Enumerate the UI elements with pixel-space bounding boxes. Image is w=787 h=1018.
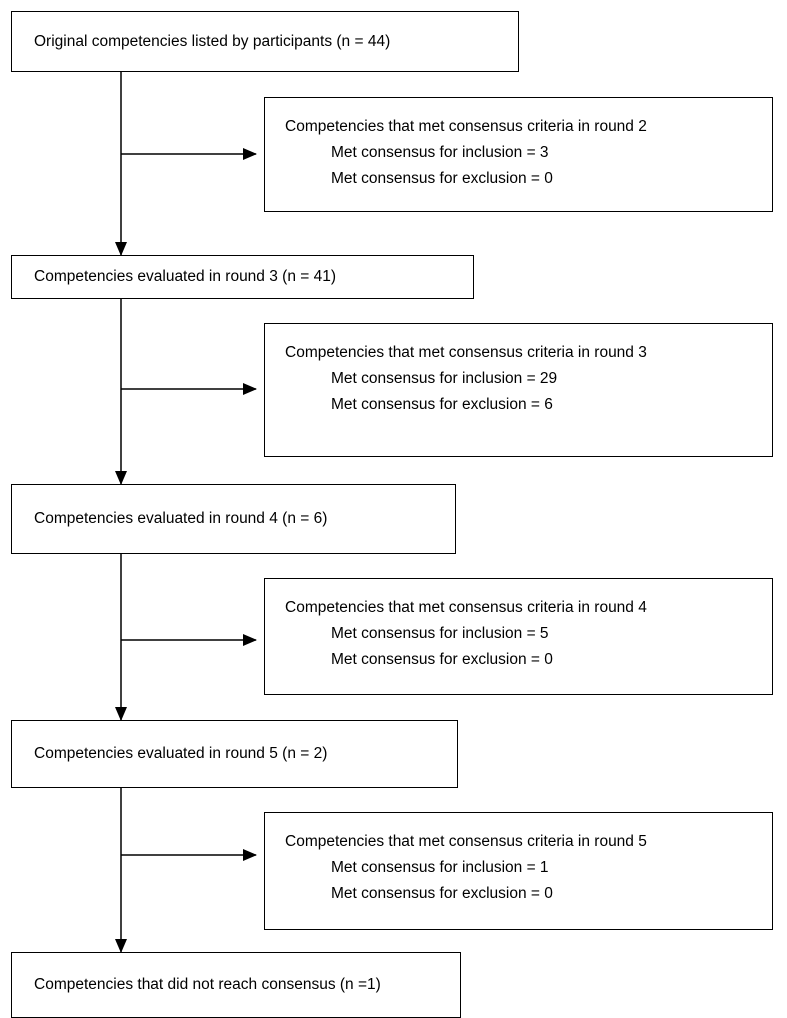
stage-box-original: Original competencies listed by particip…	[11, 11, 519, 72]
inclusion-count: Met consensus for inclusion = 5	[331, 625, 549, 642]
inclusion-count: Met consensus for inclusion = 3	[331, 144, 549, 161]
exclusion-count: Met consensus for exclusion = 0	[331, 651, 553, 668]
outcome-title: Competencies that met consensus criteria…	[285, 118, 647, 135]
stage-box-round3: Competencies evaluated in round 3 (n = 4…	[11, 255, 474, 299]
outcome-box-round4: Competencies that met consensus criteria…	[264, 578, 773, 695]
outcome-box-round3: Competencies that met consensus criteria…	[264, 323, 773, 457]
outcome-box-round2: Competencies that met consensus criteria…	[264, 97, 773, 212]
outcome-box-round5: Competencies that met consensus criteria…	[264, 812, 773, 930]
outcome-title: Competencies that met consensus criteria…	[285, 833, 647, 850]
inclusion-count: Met consensus for inclusion = 29	[331, 370, 558, 387]
outcome-title: Competencies that met consensus criteria…	[285, 344, 647, 361]
stage-box-no-consensus: Competencies that did not reach consensu…	[11, 952, 461, 1018]
stage-label: Competencies evaluated in round 5 (n = 2…	[34, 745, 328, 762]
stage-box-round5: Competencies evaluated in round 5 (n = 2…	[11, 720, 458, 788]
stage-label: Competencies that did not reach consensu…	[34, 976, 381, 993]
exclusion-count: Met consensus for exclusion = 0	[331, 885, 553, 902]
exclusion-count: Met consensus for exclusion = 6	[331, 396, 553, 413]
stage-label: Original competencies listed by particip…	[34, 32, 391, 50]
stage-box-round4: Competencies evaluated in round 4 (n = 6…	[11, 484, 456, 554]
stage-label: Competencies evaluated in round 4 (n = 6…	[34, 510, 328, 527]
stage-label: Competencies evaluated in round 3 (n = 4…	[34, 268, 337, 285]
exclusion-count: Met consensus for exclusion = 0	[331, 170, 553, 187]
outcome-title: Competencies that met consensus criteria…	[285, 599, 647, 616]
inclusion-count: Met consensus for inclusion = 1	[331, 859, 549, 876]
